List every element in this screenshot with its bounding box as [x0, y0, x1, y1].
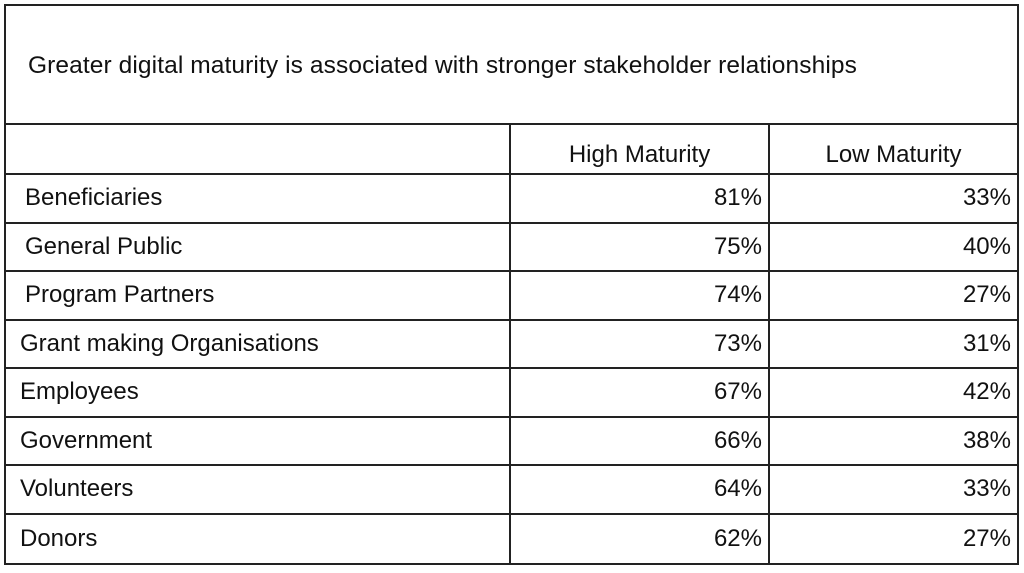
row-label-cell: Employees	[6, 369, 511, 416]
low-maturity-value: 27%	[962, 281, 1011, 309]
low-maturity-value-cell: 31%	[770, 321, 1017, 368]
low-maturity-value: 31%	[962, 329, 1011, 357]
high-maturity-value-cell: 67%	[511, 369, 770, 416]
table-row: Employees 67% 42%	[6, 369, 1017, 418]
header-low-maturity: Low Maturity	[770, 125, 1017, 173]
low-maturity-value-cell: 40%	[770, 224, 1017, 271]
high-maturity-value: 66%	[713, 426, 762, 454]
row-label-cell: Program Partners	[6, 272, 511, 319]
low-maturity-value: 33%	[962, 475, 1011, 503]
table-row: General Public 75% 40%	[6, 223, 1017, 272]
low-maturity-value-cell: 27%	[770, 272, 1017, 319]
high-maturity-value: 75%	[713, 232, 762, 260]
low-maturity-value-cell: 33%	[770, 175, 1017, 222]
low-maturity-value: 27%	[962, 524, 1011, 552]
low-maturity-value-cell: 38%	[770, 418, 1017, 465]
row-label-cell: Grant making Organisations	[6, 320, 511, 367]
high-maturity-value: 81%	[713, 184, 762, 212]
table-row: Government 66% 38%	[6, 417, 1017, 466]
low-maturity-value: 42%	[962, 378, 1011, 406]
table-row: Donors 62% 27%	[6, 514, 1017, 564]
row-label: Donors	[20, 524, 98, 552]
table-row: Beneficiaries 81% 33%	[6, 175, 1017, 224]
table-grid: High Maturity Low Maturity Beneficiaries…	[6, 125, 1017, 563]
high-maturity-value-cell: 73%	[511, 320, 770, 367]
header-high-maturity-label: High Maturity	[568, 141, 711, 168]
header-row: High Maturity Low Maturity	[6, 125, 1017, 175]
table-title: Greater digital maturity is associated w…	[6, 6, 1017, 125]
header-low-maturity-label: Low Maturity	[825, 141, 962, 168]
row-label: Volunteers	[20, 475, 134, 503]
high-maturity-value-cell: 81%	[511, 175, 770, 222]
low-maturity-value-cell: 42%	[770, 369, 1017, 416]
row-label-cell: Donors	[6, 514, 511, 563]
high-maturity-value-cell: 62%	[511, 514, 770, 563]
header-high-maturity: High Maturity	[511, 125, 770, 173]
table-row: Grant making Organisations 73% 31%	[6, 320, 1017, 369]
low-maturity-value: 40%	[962, 232, 1011, 260]
high-maturity-value-cell: 74%	[511, 272, 770, 319]
high-maturity-value-cell: 66%	[511, 417, 770, 464]
stakeholder-table: Greater digital maturity is associated w…	[4, 4, 1019, 565]
high-maturity-value-cell: 75%	[511, 223, 770, 270]
row-label: Government	[20, 426, 153, 454]
high-maturity-value: 73%	[713, 329, 762, 357]
high-maturity-value: 74%	[713, 281, 762, 309]
row-label-cell: General Public	[6, 223, 511, 270]
row-label: Program Partners	[25, 281, 215, 309]
table-row: Volunteers 64% 33%	[6, 466, 1017, 515]
high-maturity-value: 67%	[713, 378, 762, 406]
low-maturity-value-cell: 33%	[770, 466, 1017, 513]
row-label: General Public	[25, 232, 183, 260]
high-maturity-value: 64%	[713, 475, 762, 503]
table-row: Program Partners 74% 27%	[6, 272, 1017, 321]
header-blank-cell	[6, 125, 511, 173]
low-maturity-value-cell: 27%	[770, 515, 1017, 564]
row-label-cell: Government	[6, 417, 511, 464]
table-title-text: Greater digital maturity is associated w…	[28, 51, 857, 79]
row-label: Grant making Organisations	[20, 329, 319, 357]
row-label-cell: Beneficiaries	[6, 175, 511, 222]
high-maturity-value-cell: 64%	[511, 466, 770, 513]
low-maturity-value: 33%	[962, 184, 1011, 212]
low-maturity-value: 38%	[962, 426, 1011, 454]
row-label: Employees	[20, 378, 139, 406]
row-label: Beneficiaries	[25, 184, 163, 212]
row-label-cell: Volunteers	[6, 466, 511, 513]
high-maturity-value: 62%	[713, 524, 762, 552]
